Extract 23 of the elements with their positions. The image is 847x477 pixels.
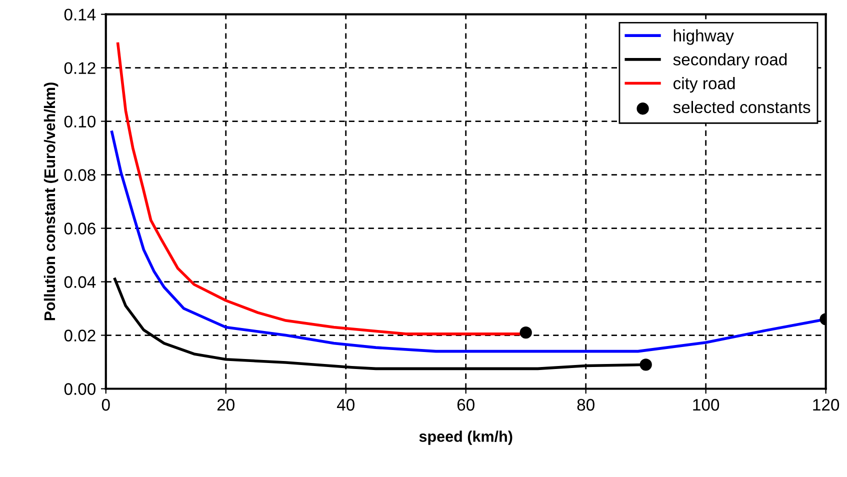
x-tick-label: 40 — [336, 398, 354, 411]
x-tick-label: 80 — [577, 398, 594, 411]
y-tick-label: 0.02 — [64, 330, 96, 342]
y-tick-label: 0.12 — [64, 62, 96, 74]
y-tick-label: 0.06 — [64, 222, 96, 234]
point — [640, 358, 652, 371]
point — [520, 326, 532, 339]
y-tick-label: 0.10 — [64, 116, 96, 128]
legend-label: highway — [674, 29, 734, 45]
y-tick-label: 0.00 — [64, 383, 96, 395]
legend-label: secondary road — [673, 53, 787, 69]
y-tick-label: 0.04 — [64, 276, 96, 288]
x-tick-label: 60 — [457, 398, 474, 411]
y-tick-label: 0.08 — [64, 169, 96, 181]
x-tick-label: 0 — [102, 398, 110, 411]
y-tick-label: 0.14 — [64, 8, 96, 21]
x-tick-label: 120 — [813, 398, 840, 411]
x-tick-label: 20 — [217, 398, 234, 411]
x-tick-label: 100 — [693, 398, 720, 411]
legend-label: city road — [673, 77, 735, 93]
legend-label: selected constants — [673, 100, 810, 114]
y-axis-title: Pollution constant (Euro/veh/km) — [44, 82, 58, 320]
x-axis-title: speed (km/h) — [419, 430, 512, 445]
